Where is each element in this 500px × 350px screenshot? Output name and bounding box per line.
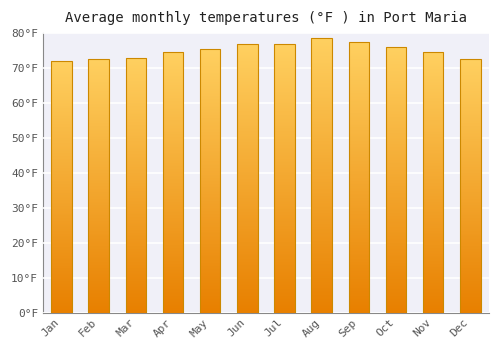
Bar	[348, 42, 369, 313]
Bar	[460, 60, 480, 313]
Bar	[237, 44, 258, 313]
Bar	[163, 52, 184, 313]
Bar	[274, 44, 294, 313]
Bar	[88, 60, 109, 313]
Bar	[126, 58, 146, 313]
Bar	[423, 52, 444, 313]
Bar	[200, 49, 220, 313]
Bar	[312, 38, 332, 313]
Bar	[52, 61, 72, 313]
Title: Average monthly temperatures (°F ) in Port Maria: Average monthly temperatures (°F ) in Po…	[65, 11, 467, 25]
Bar	[386, 47, 406, 313]
